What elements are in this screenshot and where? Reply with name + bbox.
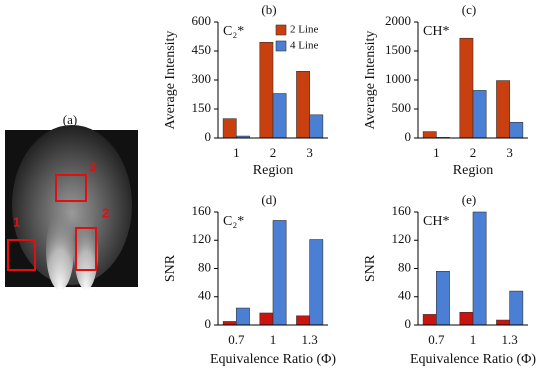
panel-label: (e) (462, 192, 476, 207)
annotation: CH* (423, 214, 449, 229)
bar (496, 80, 510, 139)
bar (296, 71, 310, 139)
y-tick-label: 40 (398, 288, 411, 303)
annotation: C₂* (223, 24, 244, 39)
y-tick-label: 2000 (385, 13, 411, 28)
x-tick-label: 0.7 (428, 332, 445, 347)
y-axis-title: Average Intensity (163, 31, 178, 130)
legend-swatch (275, 40, 287, 52)
x-tick-label: 1 (233, 145, 240, 160)
bar (459, 37, 474, 139)
x-tick-label: 1 (470, 332, 477, 347)
bar (272, 93, 287, 139)
x-tick-label: 1 (270, 332, 277, 347)
chart: (e) 0 40 80 120 160 0.7 1 1.3 CH* SNR Equivalence R… (363, 192, 536, 367)
x-tick-label: 2 (470, 145, 477, 160)
bar (472, 211, 487, 326)
bar (222, 321, 237, 326)
x-tick-label: 2 (270, 145, 277, 160)
flame-jet (74, 214, 98, 290)
region-label: 2 (102, 205, 109, 220)
y-axis-title: SNR (363, 254, 378, 282)
legend-label: 2 Line (290, 24, 319, 36)
bar (309, 114, 324, 139)
bar (509, 290, 524, 326)
y-tick-label: 500 (392, 100, 412, 115)
y-tick-label: 80 (398, 259, 411, 274)
y-tick-label: 160 (192, 203, 212, 218)
bar (236, 307, 250, 326)
image-panel: (a) 1 2 3 (5, 112, 138, 290)
panel-label: (b) (261, 2, 276, 17)
x-axis-title: Region (453, 163, 493, 178)
bar (422, 314, 437, 326)
chart: (c) 0 500 1000 1500 2000 1 2 3 CH* Average Intensi… (363, 2, 528, 178)
bar (509, 122, 524, 139)
legend-swatch (275, 24, 287, 36)
y-tick-label: 40 (198, 288, 211, 303)
flame-glow (12, 125, 132, 285)
region-box (75, 227, 97, 271)
legend-label: 4 Line (290, 40, 319, 52)
bar (272, 220, 287, 326)
bar (472, 90, 487, 139)
bar (436, 271, 450, 326)
bar (459, 311, 474, 326)
y-tick-label: 0 (405, 316, 412, 331)
y-axis-title: SNR (163, 254, 178, 282)
y-tick-label: 120 (192, 231, 212, 246)
y-tick-label: 1000 (385, 71, 411, 86)
annotation: CH* (423, 24, 449, 39)
bar (296, 315, 310, 326)
bar (496, 319, 510, 326)
x-tick-label: 1.3 (302, 332, 318, 347)
y-tick-label: 80 (198, 259, 211, 274)
region-box (7, 239, 36, 271)
bar (222, 118, 237, 139)
bar (259, 41, 274, 139)
x-tick-label: 0.7 (228, 332, 245, 347)
bar (309, 239, 324, 326)
region-label: 1 (13, 214, 20, 229)
x-tick-label: 1 (433, 145, 440, 160)
x-axis-title: Equivalence Ratio (Φ) (410, 352, 536, 367)
bar (259, 312, 274, 326)
y-tick-label: 0 (205, 129, 212, 144)
chart: (b) 0 150 300 450 600 1 2 3 C₂* Average Intensity R… (163, 2, 328, 178)
panel-label: (c) (462, 2, 476, 17)
x-tick-label: 1.3 (502, 332, 518, 347)
x-axis-title: Region (253, 163, 293, 178)
y-tick-label: 450 (192, 42, 212, 57)
y-axis-title: Average Intensity (363, 31, 378, 130)
y-tick-label: 1500 (385, 42, 411, 57)
bar (422, 131, 437, 139)
y-tick-label: 120 (392, 231, 412, 246)
x-axis-title: Equivalence Ratio (Φ) (210, 352, 336, 367)
y-tick-label: 0 (405, 129, 412, 144)
region-box (55, 174, 87, 202)
y-tick-label: 300 (192, 71, 212, 86)
x-tick-label: 3 (306, 145, 313, 160)
panel-label: (a) (63, 112, 77, 127)
panel-label: (d) (261, 192, 276, 207)
y-tick-label: 150 (192, 100, 212, 115)
region-label: 3 (89, 159, 96, 174)
y-tick-label: 160 (392, 203, 412, 218)
flame-jet (46, 210, 74, 290)
chart: (d) 0 40 80 120 160 0.7 1 1.3 C₂* SNR Equivalence R… (163, 192, 336, 367)
annotation: C₂* (223, 214, 244, 229)
y-tick-label: 0 (205, 316, 212, 331)
x-tick-label: 3 (506, 145, 513, 160)
y-tick-label: 600 (192, 13, 212, 28)
